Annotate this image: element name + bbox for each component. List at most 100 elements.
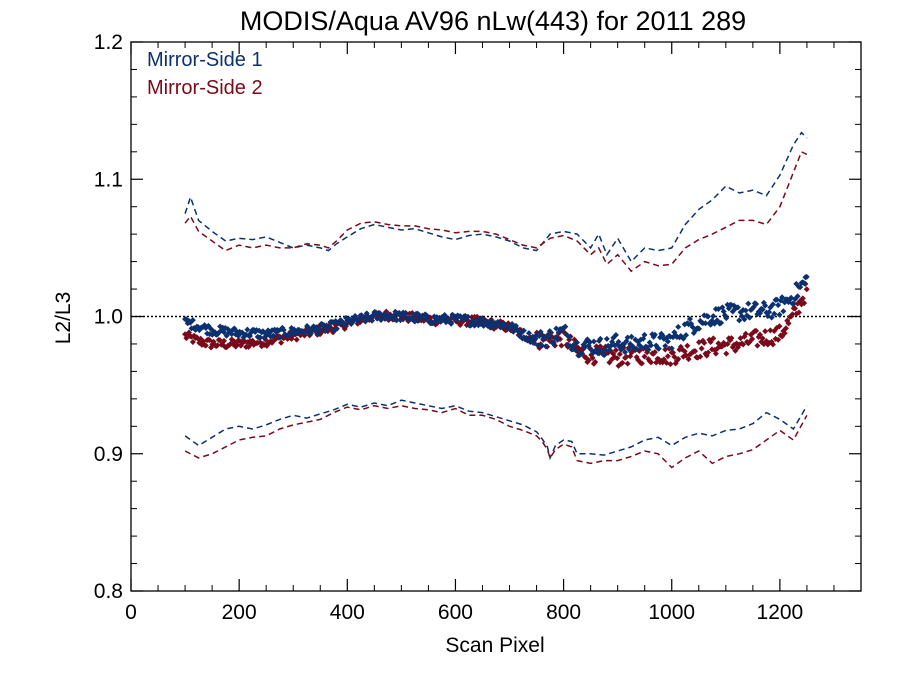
series-1-point	[775, 302, 782, 309]
series-2-point	[619, 359, 626, 366]
series-1-point	[753, 300, 760, 307]
series-1-point	[280, 327, 287, 334]
series-2-point	[202, 342, 209, 349]
series-1-point	[317, 325, 324, 332]
series-2-point	[759, 335, 766, 342]
series-1-point	[548, 329, 555, 336]
series-1-point	[756, 310, 763, 317]
series-1-point	[683, 332, 690, 339]
series-1-lower-envelope	[184, 399, 808, 461]
series-2-point	[724, 341, 731, 348]
series-2-point	[728, 335, 735, 342]
series-1-point	[695, 325, 702, 332]
series-2-point	[606, 359, 613, 366]
series-2-point	[671, 353, 678, 360]
series-1-point	[794, 293, 801, 300]
series-1-point	[655, 345, 662, 352]
series-1-point	[664, 338, 671, 345]
series-1-point	[368, 317, 375, 324]
series-2-point	[723, 350, 730, 357]
series-2-point	[189, 339, 196, 346]
series-1-point	[705, 313, 712, 320]
legend-entry-mirror-side-1: Mirror-Side 1	[147, 49, 263, 71]
series-1-point	[333, 325, 340, 332]
series-2-point	[710, 335, 717, 342]
series-2-point	[775, 336, 782, 343]
series-2-point	[701, 339, 708, 346]
series-2-point	[616, 351, 623, 358]
series-2-point	[781, 330, 788, 337]
series-2-point	[675, 356, 682, 363]
series-1-point	[734, 304, 741, 311]
series-1-point	[545, 334, 552, 341]
plot-area	[131, 131, 861, 469]
series-1-point	[531, 340, 538, 347]
series-1-point	[590, 338, 597, 345]
series-2-point	[221, 337, 228, 344]
series-2-point	[614, 355, 621, 362]
series-1-point	[362, 318, 369, 325]
series-2-point	[792, 305, 799, 312]
series-1-point	[628, 333, 635, 340]
series-1-point	[542, 343, 549, 350]
series-1-point	[291, 326, 298, 333]
series-1-point	[574, 339, 581, 346]
series-2-point	[660, 356, 667, 363]
series-2-point	[664, 353, 671, 360]
series-1-point	[572, 347, 579, 354]
x-tick-label: 200	[222, 601, 257, 624]
series-2-point	[623, 353, 630, 360]
series-1-point	[651, 331, 658, 338]
series-2-point	[612, 347, 619, 354]
series-1-point	[742, 307, 749, 314]
series-1-point	[448, 320, 455, 327]
series-1-point	[603, 335, 610, 342]
series-1-point	[553, 325, 560, 332]
series-1-point	[597, 335, 604, 342]
series-1-point	[538, 342, 545, 349]
series-1-point	[579, 350, 586, 357]
series-1-point	[624, 334, 631, 341]
series-2-point	[293, 336, 300, 343]
series-1-point	[270, 332, 277, 339]
series-1-point	[244, 326, 251, 333]
series-1-point	[355, 317, 362, 324]
x-tick-label: 400	[330, 601, 365, 624]
series-1-point	[566, 334, 573, 341]
series-1-point	[257, 334, 264, 341]
series-1-point	[686, 316, 693, 323]
series-2-point	[697, 353, 704, 360]
series-1-point	[710, 313, 717, 320]
series-1-point	[397, 317, 404, 324]
series-1-point	[341, 321, 348, 328]
series-2-point	[762, 328, 769, 335]
series-1-point	[423, 312, 430, 319]
y-axis-label: L2/L3	[52, 292, 75, 345]
series-1-points	[182, 273, 810, 359]
series-1-point	[252, 328, 259, 335]
series-1-point	[520, 327, 527, 334]
series-1-point	[759, 306, 766, 313]
series-2-point	[756, 331, 763, 338]
series-1-point	[513, 322, 520, 329]
x-axis-label: Scan Pixel	[445, 634, 544, 657]
series-1-point	[487, 317, 494, 324]
series-1-point	[618, 346, 625, 353]
series-2-point	[803, 286, 810, 293]
legend-entry-mirror-side-2: Mirror-Side 2	[147, 77, 263, 99]
series-1-point	[762, 302, 769, 309]
series-2-point	[558, 342, 565, 349]
series-1-point	[647, 342, 654, 349]
series-2-point	[712, 350, 719, 357]
series-1-point	[745, 300, 752, 307]
series-2-point	[776, 323, 783, 330]
series-1-point	[801, 280, 808, 287]
series-2-point	[789, 311, 796, 318]
series-1-point	[746, 314, 753, 321]
series-1-point	[633, 345, 640, 352]
series-2-point	[801, 300, 808, 307]
series-2-point	[641, 353, 648, 360]
series-1-point	[769, 301, 776, 308]
series-2-point	[740, 341, 747, 348]
